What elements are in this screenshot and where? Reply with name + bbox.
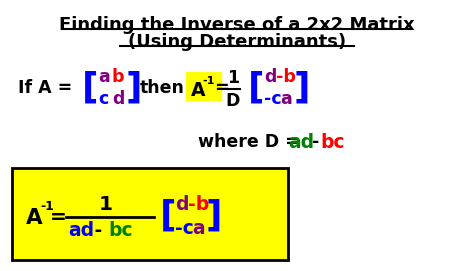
Text: where D =: where D = (198, 133, 306, 151)
Text: d: d (175, 195, 189, 214)
Text: a: a (280, 90, 292, 108)
Text: b: b (112, 68, 125, 86)
Text: a: a (192, 218, 205, 237)
Text: If A =: If A = (18, 79, 72, 97)
Text: a: a (98, 68, 110, 86)
Text: d: d (264, 68, 276, 86)
Text: ]: ] (206, 199, 222, 233)
Text: -b: -b (188, 195, 209, 214)
Text: then: then (140, 79, 185, 97)
Text: ]: ] (126, 71, 143, 105)
Text: -: - (306, 133, 325, 151)
FancyBboxPatch shape (186, 72, 221, 100)
Text: =: = (50, 208, 67, 227)
Text: =: = (214, 79, 228, 97)
FancyBboxPatch shape (12, 168, 288, 260)
Text: Finding the Inverse of a 2x2 Matrix: Finding the Inverse of a 2x2 Matrix (59, 16, 415, 34)
Text: 1: 1 (227, 69, 239, 87)
Text: -c: -c (175, 218, 194, 237)
Text: ad: ad (68, 221, 94, 240)
Text: -: - (88, 221, 109, 240)
Text: (Using Determinants): (Using Determinants) (128, 33, 346, 51)
Text: [: [ (82, 71, 99, 105)
Text: -b: -b (276, 68, 296, 86)
Text: ad: ad (288, 133, 314, 151)
Text: ]: ] (294, 71, 310, 105)
Text: D: D (226, 92, 240, 110)
Text: -c: -c (264, 90, 282, 108)
Text: bc: bc (108, 221, 133, 240)
Text: A: A (26, 208, 43, 228)
Text: -1: -1 (202, 76, 214, 86)
Text: c: c (98, 90, 108, 108)
Text: [: [ (248, 71, 264, 105)
Text: 1: 1 (99, 195, 113, 214)
Text: d: d (112, 90, 124, 108)
Text: -1: -1 (40, 199, 54, 212)
Text: bc: bc (320, 133, 345, 151)
Text: A: A (191, 80, 206, 99)
Text: [: [ (160, 199, 176, 233)
